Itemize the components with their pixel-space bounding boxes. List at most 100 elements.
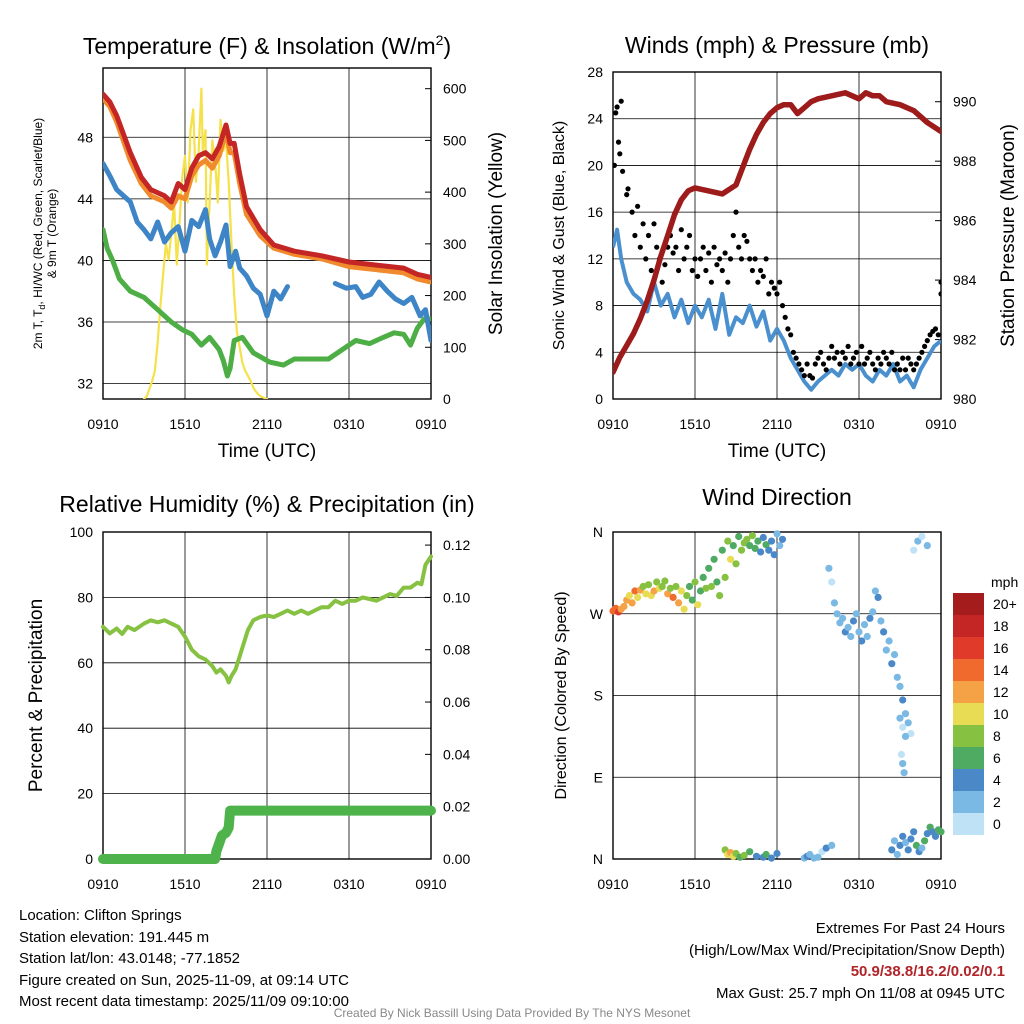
dir-point — [937, 828, 945, 836]
dir-point — [871, 587, 880, 595]
wind-gust-point — [823, 367, 829, 373]
dir-point — [642, 590, 650, 598]
wind-gust-point — [719, 267, 725, 274]
wind-gust-point — [916, 355, 922, 361]
dir-point — [885, 637, 893, 645]
temp-ylabel-1: 2m T, Td, HI/WC (Red, Green, Scarlet/Blu… — [31, 118, 47, 349]
wind-gust-point — [689, 267, 695, 274]
dir-point — [825, 564, 833, 572]
dir-point — [882, 646, 890, 654]
wind-gust-point — [651, 221, 657, 227]
dir-point — [675, 599, 683, 607]
dir-xtick-label: 1510 — [679, 876, 710, 892]
rh-title: Relative Humidity (%) & Precipitation (i… — [59, 491, 474, 517]
temp-y2tick-label: 200 — [443, 288, 467, 304]
station-elevation: Station elevation: 191.445 m — [19, 928, 210, 946]
dir-point — [710, 555, 718, 563]
dir-point — [699, 573, 707, 582]
dir-point — [855, 628, 863, 636]
dir-point — [653, 578, 661, 586]
dir-point — [765, 546, 773, 554]
dir-point — [767, 854, 776, 862]
wind-gust-point — [624, 192, 630, 198]
dir-point — [754, 537, 762, 545]
wind-gust-point — [697, 256, 704, 262]
dir-point — [757, 548, 765, 556]
temp-xtick-label: 0310 — [333, 416, 364, 432]
legend-label: 2 — [993, 794, 1001, 810]
wind-gust-point — [629, 209, 635, 215]
temp-y2tick-label: 500 — [443, 132, 467, 148]
wind-gust-point — [902, 367, 909, 373]
wind-gust-point — [717, 256, 723, 262]
station-info: Location: Clifton Springs Station elevat… — [19, 905, 349, 1013]
wind-gust-point — [741, 232, 747, 239]
wind-gust-point — [938, 279, 941, 285]
dir-point — [918, 844, 926, 852]
wind-y2tick-label: 990 — [953, 94, 977, 110]
temp-line-dewpoint — [103, 227, 431, 379]
extremes-subtitle: (High/Low/Max Wind/Precipitation/Snow De… — [689, 941, 1005, 959]
wind-gust-point — [758, 267, 764, 274]
wind-frame — [612, 71, 942, 400]
legend-label: 14 — [993, 662, 1009, 678]
station-location: Location: Clifton Springs — [19, 907, 182, 924]
dir-point — [767, 537, 776, 545]
wind-gust-point — [722, 250, 728, 256]
wind-gust-point — [908, 361, 914, 367]
wind-gust-point — [637, 244, 643, 250]
dir-ytick-label: N — [593, 851, 603, 867]
extremes-title: Extremes For Past 24 Hours — [815, 920, 1005, 937]
wind-gust-point — [848, 361, 854, 367]
wind-gust-point — [676, 267, 682, 274]
dir-point — [814, 853, 822, 861]
temp-ylabel-sub: d — [37, 305, 47, 310]
wind-gust-point — [845, 343, 851, 349]
dir-point — [625, 592, 634, 600]
temp-y2tick-label: 0 — [443, 391, 451, 407]
dir-point — [822, 844, 830, 852]
dir-point — [888, 660, 896, 668]
temp-ytick-label: 36 — [77, 314, 93, 330]
dir-point — [910, 546, 918, 554]
wind-gust-point — [924, 338, 930, 344]
dir-point — [918, 532, 926, 541]
wind-ytick-label: 8 — [595, 298, 603, 314]
dir-point — [718, 546, 726, 554]
dir-point — [694, 601, 702, 609]
wind-line-sonic — [613, 227, 941, 392]
wind-ytick-label: 20 — [587, 157, 603, 173]
temp-xtick-label: 2110 — [252, 416, 282, 432]
dir-point — [759, 533, 767, 542]
legend-label: 18 — [993, 618, 1009, 634]
wind-gust-point — [615, 139, 622, 145]
legend-title: mph — [991, 574, 1018, 590]
wind-gust-point — [670, 250, 676, 256]
dir-point — [732, 560, 740, 568]
temp-title-end: ) — [443, 33, 451, 59]
wind-gust-point — [774, 291, 780, 297]
dir-point — [683, 592, 691, 600]
wind-gust-point — [897, 367, 903, 373]
wind-ytick-label: 24 — [587, 111, 603, 127]
dir-point — [888, 846, 896, 854]
rh-line-humidity — [101, 554, 433, 685]
rh-ytick-label: 20 — [77, 786, 93, 802]
wind-gust-point — [744, 238, 750, 244]
wind-gust-point — [749, 267, 756, 274]
dir-point — [858, 637, 866, 645]
temp-xlabel: Time (UTC) — [218, 441, 317, 462]
wind-xtick-label: 0310 — [843, 416, 874, 432]
temp-ytick-label: 32 — [77, 376, 93, 392]
dir-point — [830, 599, 839, 607]
legend-swatch — [953, 593, 984, 615]
wind-gust-point — [793, 355, 799, 361]
wind-gust-point — [829, 343, 835, 349]
legend-swatch — [953, 681, 984, 703]
dir-point — [631, 587, 639, 595]
dir-point — [666, 584, 675, 592]
wind-gust-point — [684, 244, 690, 250]
temp-y2label: Solar Insolation (Yellow) — [486, 132, 507, 335]
dir-ytick-label: S — [594, 688, 603, 704]
wind-gust-point — [614, 104, 620, 110]
